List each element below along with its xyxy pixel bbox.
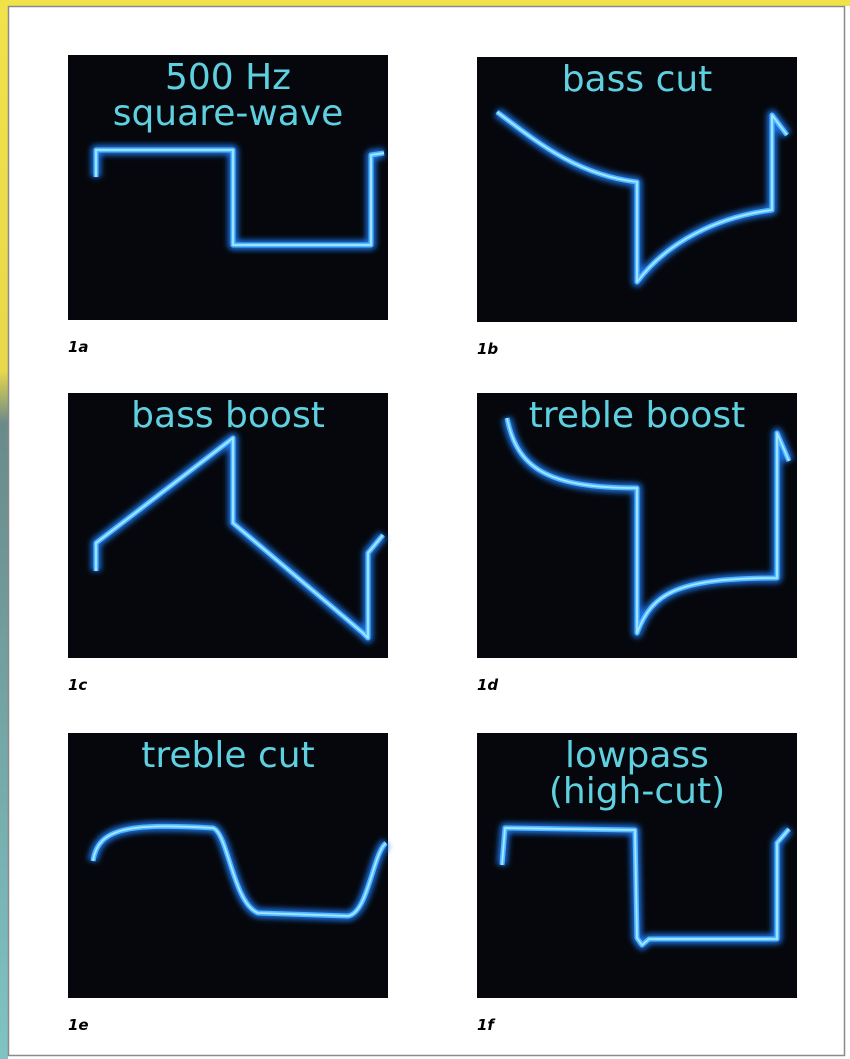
panel-title: treble cut (141, 735, 314, 776)
panel-title: 500 Hz (165, 57, 291, 98)
panel-title: bass cut (562, 59, 713, 100)
panel-title: lowpass (565, 735, 709, 776)
top-strip (0, 0, 850, 6)
panel-title: square-wave (113, 93, 344, 134)
edge-strip (0, 0, 8, 1059)
scope-panel: bass cut (477, 57, 797, 322)
panel-title: bass boost (131, 395, 325, 436)
panel-caption: 1e (68, 1016, 89, 1034)
panel-caption: 1b (477, 340, 498, 358)
panel-caption: 1a (68, 338, 89, 356)
panel-caption: 1f (477, 1016, 496, 1034)
scope-panel: lowpass(high-cut) (477, 733, 797, 998)
figure-page: 500 Hzsquare-wave 1a bass cut 1b bass boost 1… (0, 0, 850, 1059)
panel-caption: 1d (477, 676, 498, 694)
scope-panel: treble cut (68, 733, 388, 998)
scope-panel: bass boost (68, 393, 388, 658)
panel-title: treble boost (529, 395, 746, 436)
panel-caption: 1c (68, 676, 87, 694)
scope-panel: treble boost (477, 393, 797, 658)
panel-title: (high-cut) (549, 771, 725, 812)
